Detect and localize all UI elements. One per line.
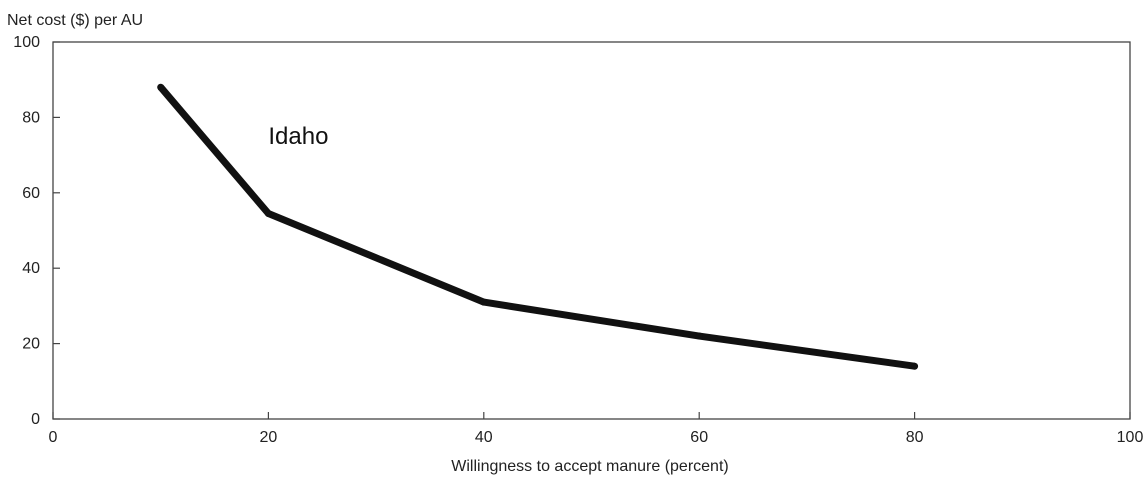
x-tick-label: 0 xyxy=(49,429,58,446)
x-tick-label: 100 xyxy=(1117,429,1144,446)
y-tick-label: 60 xyxy=(22,185,40,202)
data-point xyxy=(157,83,165,91)
x-tick-label: 20 xyxy=(260,429,278,446)
plot-frame xyxy=(52,41,1131,420)
data-point xyxy=(264,210,272,218)
y-tick-label: 40 xyxy=(22,260,40,277)
y-tick-label: 0 xyxy=(31,411,40,428)
y-tick-label: 100 xyxy=(13,34,40,51)
data-point xyxy=(695,332,703,340)
annotation-layer: Idaho xyxy=(268,123,328,150)
data-point xyxy=(480,298,488,306)
x-tick-label: 40 xyxy=(475,429,493,446)
x-axis-title: Willingness to accept manure (percent) xyxy=(451,458,728,475)
y-axis: 0 20 40 60 80 100 xyxy=(13,34,60,428)
x-axis: 0 20 40 60 80 100 xyxy=(49,412,1144,446)
series-annotation: Idaho xyxy=(268,123,328,150)
y-tick-label: 80 xyxy=(22,109,40,126)
series-layer xyxy=(157,83,919,370)
y-axis-title: Net cost ($) per AU xyxy=(7,12,143,29)
data-point xyxy=(911,362,919,370)
y-tick-label: 20 xyxy=(22,336,40,353)
x-tick-label: 80 xyxy=(906,429,924,446)
x-tick-label: 60 xyxy=(690,429,708,446)
